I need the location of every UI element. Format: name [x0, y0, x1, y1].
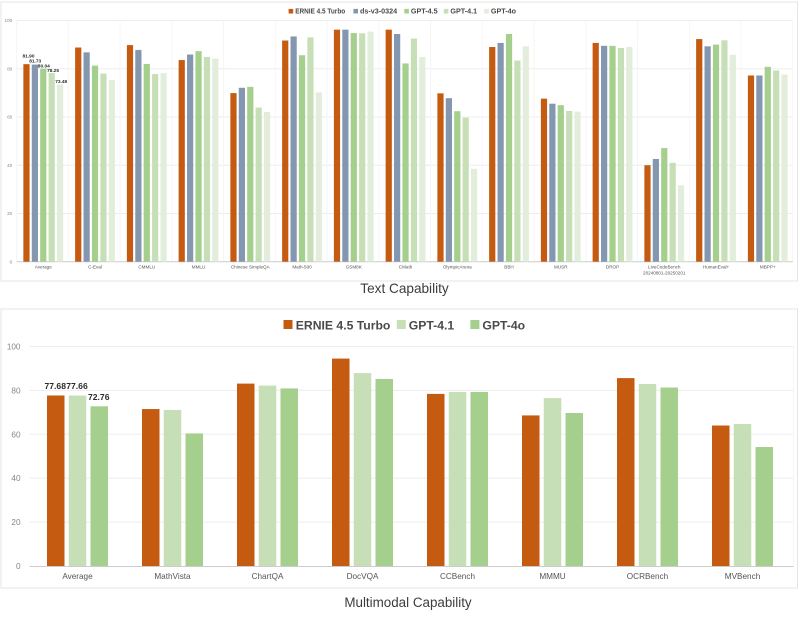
svg-text:72.76: 72.76 — [88, 392, 110, 402]
svg-text:GPT-4.5: GPT-4.5 — [411, 6, 438, 15]
svg-text:GPT-4.1: GPT-4.1 — [450, 6, 477, 15]
svg-text:ERNIE 4.5 Turbo: ERNIE 4.5 Turbo — [296, 319, 391, 333]
svg-text:40: 40 — [11, 474, 21, 483]
svg-text:ERNIE 4.5 Turbo: ERNIE 4.5 Turbo — [295, 6, 346, 15]
svg-text:LiveCodeBench: LiveCodeBench — [648, 265, 681, 270]
svg-text:OCRBench: OCRBench — [627, 572, 669, 581]
svg-text:MBPP+: MBPP+ — [760, 265, 776, 270]
svg-text:73.49: 73.49 — [55, 79, 67, 85]
svg-text:BBH: BBH — [504, 265, 513, 270]
svg-text:60: 60 — [7, 115, 13, 120]
svg-text:MMMU: MMMU — [539, 572, 565, 581]
svg-text:20: 20 — [7, 211, 13, 216]
svg-text:DocVQA: DocVQA — [347, 572, 379, 581]
svg-text:80: 80 — [7, 66, 13, 71]
svg-text:Average: Average — [35, 265, 52, 270]
svg-text:MVBench: MVBench — [725, 572, 761, 581]
svg-text:CCBench: CCBench — [440, 572, 475, 581]
svg-text:100: 100 — [7, 343, 21, 352]
svg-text:0: 0 — [10, 259, 13, 264]
svg-text:GPT-4.1: GPT-4.1 — [409, 319, 455, 333]
svg-text:OlympicArena: OlympicArena — [443, 265, 472, 270]
svg-text:78.25: 78.25 — [47, 68, 59, 74]
svg-text:100: 100 — [5, 18, 13, 23]
svg-text:81.90: 81.90 — [22, 54, 34, 60]
svg-text:77.66: 77.66 — [66, 381, 88, 391]
svg-text:ChartQA: ChartQA — [252, 572, 284, 581]
svg-text:40: 40 — [7, 163, 13, 168]
svg-text:81.73: 81.73 — [29, 59, 41, 65]
svg-text:C-Eval: C-Eval — [88, 265, 102, 270]
svg-text:60: 60 — [11, 430, 21, 439]
svg-text:MMLU: MMLU — [192, 265, 206, 270]
svg-text:Chinese SimpleQA: Chinese SimpleQA — [231, 265, 271, 270]
svg-text:CMath: CMath — [399, 265, 413, 270]
svg-text:HumanEval+: HumanEval+ — [703, 265, 730, 270]
svg-text:DROP: DROP — [606, 265, 619, 270]
svg-text:20240801-20250201: 20240801-20250201 — [643, 270, 686, 275]
svg-text:Average: Average — [62, 572, 93, 581]
svg-text:MUSR: MUSR — [554, 265, 568, 270]
svg-text:Text Capability: Text Capability — [360, 281, 449, 296]
svg-text:GPT-4o: GPT-4o — [482, 319, 525, 333]
svg-text:80: 80 — [11, 386, 21, 395]
svg-text:0: 0 — [16, 562, 21, 571]
svg-text:GSM8K: GSM8K — [346, 265, 363, 270]
svg-text:GPT-4o: GPT-4o — [491, 6, 517, 15]
svg-text:Math-500: Math-500 — [292, 265, 312, 270]
svg-text:CMMLU: CMMLU — [138, 265, 155, 270]
svg-text:80.04: 80.04 — [38, 64, 50, 70]
svg-text:MathVista: MathVista — [154, 572, 191, 581]
svg-text:20: 20 — [11, 518, 21, 527]
svg-text:Multimodal Capability: Multimodal Capability — [344, 595, 472, 610]
svg-text:ds-v3-0324: ds-v3-0324 — [360, 6, 397, 15]
svg-text:77.68: 77.68 — [44, 381, 66, 391]
